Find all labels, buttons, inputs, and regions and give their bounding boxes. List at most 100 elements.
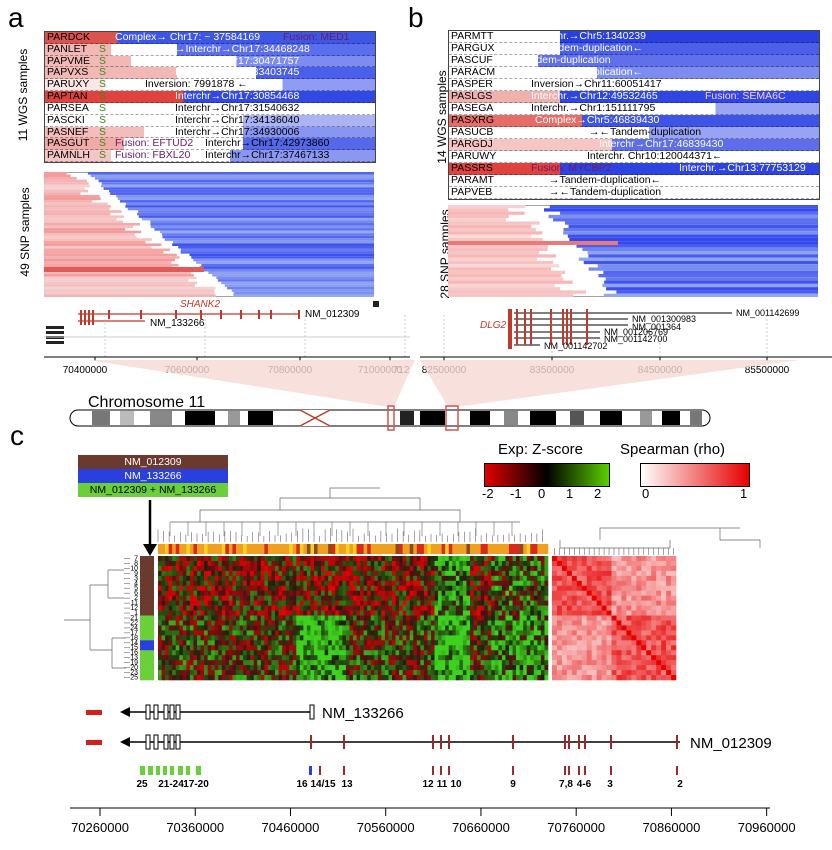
expression-cell [158, 670, 162, 676]
correlation-cell [596, 595, 602, 601]
expression-cell [197, 665, 201, 671]
expression-cell [214, 560, 219, 567]
expression-cell [193, 645, 198, 651]
correlation-cell [656, 655, 662, 661]
sample-annotation [459, 544, 464, 554]
transcript-label: NM_001142700 [604, 334, 667, 344]
panel-b-sample-row: PASXRG Complex→Chr5:46839430 [449, 114, 819, 127]
expression-cell [158, 675, 162, 681]
correlation-cell [591, 665, 597, 671]
expression-cell [402, 560, 407, 567]
isoform-group-cell [140, 605, 154, 611]
snp-cn-gain [141, 217, 374, 221]
expression-cell [374, 620, 379, 626]
expression-cell [324, 575, 329, 582]
legend-mark-red [86, 740, 102, 745]
expression-cell [250, 620, 255, 626]
expression-cell [239, 650, 244, 656]
expression-cell [250, 630, 255, 636]
correlation-cell [591, 585, 597, 592]
expression-cell [448, 610, 453, 616]
exon [140, 310, 142, 319]
expression-cell [402, 655, 407, 661]
expression-cell [236, 580, 240, 587]
expression-cell [392, 675, 396, 681]
expression-cell [179, 675, 184, 681]
expression-cell [317, 650, 322, 656]
expression-cell [218, 665, 223, 671]
correlation-cell [566, 670, 573, 676]
expression-cell [172, 595, 177, 601]
expression-cell [455, 560, 460, 567]
expression-cell [413, 595, 418, 601]
exon-box [153, 734, 159, 750]
snp-cn-loss [448, 283, 555, 288]
expression-cell [377, 600, 382, 606]
expression-cell [193, 590, 198, 596]
expression-cell [246, 660, 251, 666]
expression-cell [388, 660, 393, 666]
sample-annotation [353, 544, 357, 554]
expression-cell [253, 635, 258, 641]
expression-cell [158, 640, 162, 646]
expression-cell [200, 580, 205, 587]
expression-cell [448, 570, 453, 577]
expression-cell [200, 670, 205, 676]
expression-cell [462, 645, 467, 651]
expression-cell [470, 556, 474, 562]
expression-cell [303, 675, 308, 681]
expression-cell [296, 595, 301, 601]
expression-cell [363, 585, 368, 592]
expression-cell [324, 670, 329, 676]
expression-cell [189, 570, 194, 577]
expression-cell [328, 605, 333, 611]
expression-cell [384, 650, 389, 656]
expression-cell [345, 590, 350, 596]
expression-cell [207, 610, 212, 616]
correlation-cell [626, 675, 632, 681]
snp-cn-loss [448, 228, 537, 232]
expression-cell [480, 560, 485, 567]
expression-cell [225, 590, 230, 596]
expression-cell [512, 670, 517, 676]
expression-cell [221, 625, 226, 631]
expression-cell [303, 665, 308, 671]
expression-cell [441, 560, 446, 567]
expression-cell [480, 575, 485, 582]
isoform-group-cell [140, 580, 154, 587]
correlation-cell [552, 630, 558, 636]
expression-cell [466, 660, 471, 666]
expression-cell [540, 565, 545, 572]
correlation-cell [611, 556, 617, 562]
expression-cell [420, 610, 425, 616]
expression-cell [331, 605, 336, 611]
expression-cell [399, 556, 403, 562]
expression-cell [207, 560, 212, 567]
expression-cell [395, 635, 400, 641]
correlation-cell [581, 650, 588, 656]
expression-cell [519, 655, 524, 661]
expression-cell [165, 590, 169, 596]
expression-cell [402, 625, 407, 631]
correlation-cell [591, 575, 597, 582]
correlation-cell [656, 625, 662, 631]
expression-cell [395, 590, 400, 596]
expression-cell [331, 645, 336, 651]
expression-cell [438, 565, 442, 572]
expression-cell [512, 556, 517, 562]
expression-cell [282, 655, 286, 661]
expression-cell [317, 610, 322, 616]
expression-cell [186, 610, 191, 616]
expression-cell [253, 670, 258, 676]
expression-cell [484, 570, 489, 577]
expression-cell [214, 556, 219, 562]
expression-cell [448, 575, 453, 582]
expression-cell [239, 600, 244, 606]
expression-cell [349, 665, 354, 671]
expression-cell [367, 600, 372, 606]
expression-cell [509, 650, 513, 656]
expression-cell [395, 570, 400, 577]
expression-cell [367, 640, 372, 646]
expression-cell [505, 610, 510, 616]
expression-cell [349, 655, 354, 661]
